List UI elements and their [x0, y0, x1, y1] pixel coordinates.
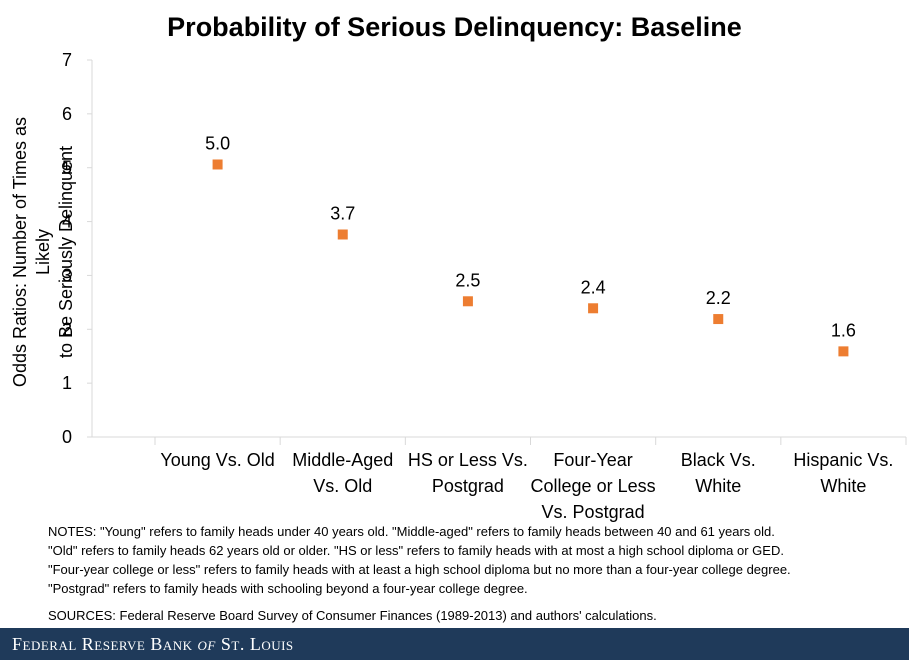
x-category-label-line: White: [695, 476, 742, 496]
x-category-label: Hispanic Vs. White: [780, 447, 906, 499]
y-tick-label: 5: [62, 158, 72, 178]
x-category-label-line: Hispanic Vs.: [793, 450, 894, 470]
data-point: [212, 159, 223, 170]
notes-line-1: NOTES: "Young" refers to family heads un…: [48, 524, 775, 539]
y-tick-label: 2: [62, 319, 72, 339]
footer-text-c: St. Louis: [215, 634, 294, 654]
x-category-label: Middle-Aged Vs. Old: [280, 447, 406, 499]
y-tick-label: 0: [62, 427, 72, 447]
footer-text-a: Federal Reserve Bank: [12, 634, 198, 654]
y-tick-label: 7: [62, 50, 72, 70]
notes-line-3: "Four-year college or less" refers to fa…: [48, 562, 791, 577]
x-category-label: Four-Year College or Less Vs. Postgrad: [530, 447, 656, 525]
x-category-label-line: Postgrad: [431, 476, 504, 496]
footer-bar: Federal Reserve Bank of St. Louis: [0, 628, 909, 660]
data-point: [337, 229, 348, 240]
data-label: 5.0: [205, 133, 230, 153]
footer-text-b: of: [197, 634, 216, 654]
x-category-label-line: Vs. Postgrad: [541, 502, 645, 522]
y-tick-label: 3: [62, 265, 72, 285]
data-point: [588, 303, 599, 314]
data-point: [713, 314, 724, 325]
notes: NOTES: "Young" refers to family heads un…: [48, 522, 898, 598]
x-category-label-line: HS or Less Vs.: [407, 450, 528, 470]
data-label: 2.5: [455, 270, 480, 290]
y-tick-label: 4: [62, 212, 72, 232]
y-tick-label: 6: [62, 104, 72, 124]
x-category-label-line: Four-Year: [553, 450, 633, 470]
data-label: 2.2: [706, 288, 731, 308]
data-label: 1.6: [831, 320, 856, 340]
x-category-label-line: College or Less: [530, 476, 656, 496]
chart-title: Probability of Serious Delinquency: Base…: [167, 12, 742, 42]
y-tick-label: 1: [62, 373, 72, 393]
data-point: [838, 346, 849, 357]
x-category-label: HS or Less Vs. Postgrad: [405, 447, 531, 499]
data-label: 2.4: [581, 277, 606, 297]
notes-line-2: "Old" refers to family heads 62 years ol…: [48, 543, 784, 558]
sources: SOURCES: Federal Reserve Board Survey of…: [48, 608, 657, 623]
x-category-label-line: Young Vs. Old: [160, 450, 275, 470]
x-category-label-line: White: [820, 476, 867, 496]
data-point: [462, 296, 473, 307]
notes-line-4: "Postgrad" refers to family heads with s…: [48, 581, 528, 596]
chart-plot: 0 1 2 3 4 5 6 7 5.0 3.7 2.5 2.4 2.2 1.6: [62, 50, 907, 447]
x-category-label-line: Vs. Old: [313, 476, 373, 496]
data-label: 3.7: [330, 203, 355, 223]
x-category-label-line: Black Vs.: [680, 450, 756, 470]
footer-logo-text: Federal Reserve Bank of St. Louis: [12, 634, 294, 655]
x-category-label: Young Vs. Old: [155, 447, 281, 473]
x-category-label: Black Vs. White: [655, 447, 781, 499]
x-category-label-line: Middle-Aged: [292, 450, 394, 470]
